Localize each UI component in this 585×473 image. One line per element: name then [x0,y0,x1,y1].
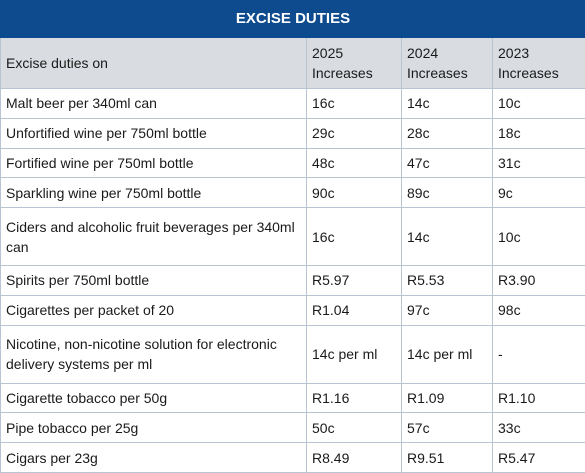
row-value-2025: R8.49 [306,442,402,473]
table-row: Cigarette tobacco per 50g R1.16 R1.09 R1… [0,382,585,414]
row-value-2024: 28c [401,117,493,149]
row-value-2024: 97c [401,294,493,326]
table-row: Pipe tobacco per 25g 50c 57c 33c [0,412,585,444]
row-item: Nicotine, non-nicotine solution for elec… [0,324,307,384]
row-value-2025: 48c [306,147,402,179]
row-value-2025: R1.04 [306,294,402,326]
row-item: Spirits per 750ml bottle [0,265,307,296]
table-row: Cigarettes per packet of 20 R1.04 97c 98… [0,294,585,326]
header-2023-label: Increases [498,65,559,81]
table-row: Fortified wine per 750ml bottle 48c 47c … [0,147,585,179]
header-2024-label: Increases [407,65,468,81]
table-row: Ciders and alcoholic fruit beverages per… [0,206,585,267]
table-row: Malt beer per 340ml can 16c 14c 10c [0,88,585,119]
row-value-2025: 50c [306,412,402,444]
row-value-2025: 90c [306,177,402,208]
table-row: Nicotine, non-nicotine solution for elec… [0,324,585,384]
table-header-row: Excise duties on 2025 Increases 2024 Inc… [0,37,585,89]
row-item: Cigarettes per packet of 20 [0,294,307,326]
row-value-2024: 89c [401,177,493,208]
row-value-2025: 29c [306,117,402,149]
row-value-2024: 47c [401,147,493,179]
row-value-2024: R1.09 [401,382,493,414]
row-value-2023: R5.47 [491,442,585,473]
row-item: Pipe tobacco per 25g [0,412,307,444]
header-2025-label: Increases [312,65,373,81]
table-row: Unfortified wine per 750ml bottle 29c 28… [0,117,585,149]
row-value-2025: R1.16 [306,382,402,414]
row-item: Ciders and alcoholic fruit beverages per… [0,206,307,267]
row-item: Sparkling wine per 750ml bottle [0,177,307,208]
table-title-row: EXCISE DUTIES [0,0,585,38]
row-value-2024: 14c per ml [401,324,493,384]
row-value-2025: 14c per ml [306,324,402,384]
header-2023-year: 2023 [498,45,530,61]
header-2025-year: 2025 [312,45,344,61]
header-2024-year: 2024 [407,45,439,61]
header-2024: 2024 Increases [401,37,493,89]
row-value-2025: 16c [306,206,402,267]
row-value-2023: 33c [491,412,585,444]
table-row: Spirits per 750ml bottle R5.97 R5.53 R3.… [0,265,585,296]
row-value-2025: 16c [306,88,402,119]
table-row: Cigars per 23g R8.49 R9.51 R5.47 [0,442,585,473]
header-item-label: Excise duties on [0,37,307,89]
row-item: Cigarette tobacco per 50g [0,382,307,414]
row-value-2023: 10c [491,88,585,119]
row-value-2023: 10c [491,206,585,267]
row-item: Malt beer per 340ml can [0,88,307,119]
row-value-2024: 57c [401,412,493,444]
row-value-2023: 98c [491,294,585,326]
table-row: Sparkling wine per 750ml bottle 90c 89c … [0,177,585,208]
row-value-2024: 14c [401,88,493,119]
row-value-2023: 9c [491,177,585,208]
header-2025: 2025 Increases [306,37,402,89]
row-item: Unfortified wine per 750ml bottle [0,117,307,149]
row-value-2023: R1.10 [491,382,585,414]
header-2023: 2023 Increases [491,37,585,89]
row-value-2024: R9.51 [401,442,493,473]
row-item: Cigars per 23g [0,442,307,473]
table-title: EXCISE DUTIES [0,0,585,38]
row-value-2023: 18c [491,117,585,149]
row-value-2024: R5.53 [401,265,493,296]
row-item: Fortified wine per 750ml bottle [0,147,307,179]
row-value-2023: R3.90 [491,265,585,296]
row-value-2023: - [491,324,585,384]
row-value-2025: R5.97 [306,265,402,296]
row-value-2023: 31c [491,147,585,179]
row-value-2024: 14c [401,206,493,267]
